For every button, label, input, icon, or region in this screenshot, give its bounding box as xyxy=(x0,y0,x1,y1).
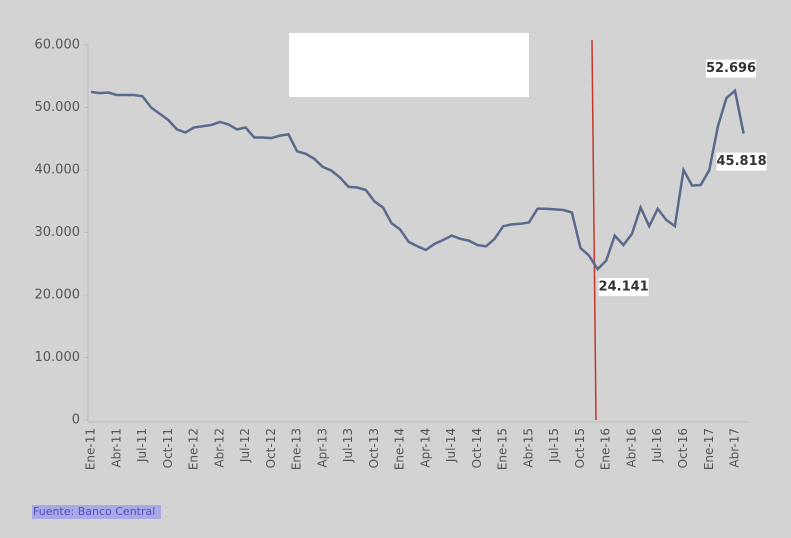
value-label: 52.696 xyxy=(706,61,756,76)
x-tick-label: Ene-15 xyxy=(496,428,510,470)
x-tick-label: Jul-12 xyxy=(238,428,252,463)
y-tick-label: 0 xyxy=(72,413,80,428)
x-tick-label: Ene-13 xyxy=(290,428,304,470)
x-tick-label: Oct-12 xyxy=(264,428,278,468)
x-tick-label: Oct-11 xyxy=(161,428,175,468)
x-tick-label: Jul-11 xyxy=(135,428,149,463)
value-label: 24.141 xyxy=(599,280,649,295)
blank-box xyxy=(289,33,529,97)
x-tick-label: Oct-14 xyxy=(470,428,484,468)
x-tick-label: Jul-16 xyxy=(650,428,664,463)
x-tick-label: Apr-13 xyxy=(315,428,329,468)
value-label: 45.818 xyxy=(717,154,767,169)
y-tick-label: 30.000 xyxy=(35,225,81,240)
x-tick-label: Abr-16 xyxy=(624,428,638,468)
y-tick-label: 10.000 xyxy=(35,350,81,365)
y-tick-label: 50.000 xyxy=(35,100,81,115)
x-tick-label: Jul-13 xyxy=(341,428,355,463)
x-tick-label: Jul-14 xyxy=(444,428,458,463)
x-tick-label: Abr-17 xyxy=(728,428,742,468)
x-tick-label: Abr-11 xyxy=(109,428,123,468)
x-tick-label: Ene-12 xyxy=(187,428,201,470)
x-tick-label: Ene-17 xyxy=(702,428,716,470)
source: Fuente: Banco Central xyxy=(33,505,155,518)
line xyxy=(90,88,745,272)
y-tick-label: 40.000 xyxy=(35,163,81,178)
x-tick-label: Apr-14 xyxy=(418,428,432,468)
y-tick-label: 20.000 xyxy=(35,288,81,303)
value-label-bg xyxy=(706,59,757,78)
x-tick-label: Oct-16 xyxy=(676,428,690,468)
x-tick-label: Ene-14 xyxy=(393,428,407,470)
marker-line xyxy=(591,39,597,421)
x-tick-label: Abr-12 xyxy=(212,428,226,468)
x-tick-label: Abr-15 xyxy=(521,428,535,468)
x-tick-label: Oct-15 xyxy=(573,428,587,468)
x-tick-label: Ene-16 xyxy=(599,428,613,470)
value-label-bg xyxy=(598,278,649,297)
value-label-bg xyxy=(716,152,767,171)
x-tick-label: Jul-15 xyxy=(547,428,561,463)
y-tick-label: 60.000 xyxy=(35,38,81,53)
x-tick-label: Ene-11 xyxy=(84,428,98,470)
x-tick-label: Oct-13 xyxy=(367,428,381,468)
source-highlight xyxy=(32,505,161,519)
